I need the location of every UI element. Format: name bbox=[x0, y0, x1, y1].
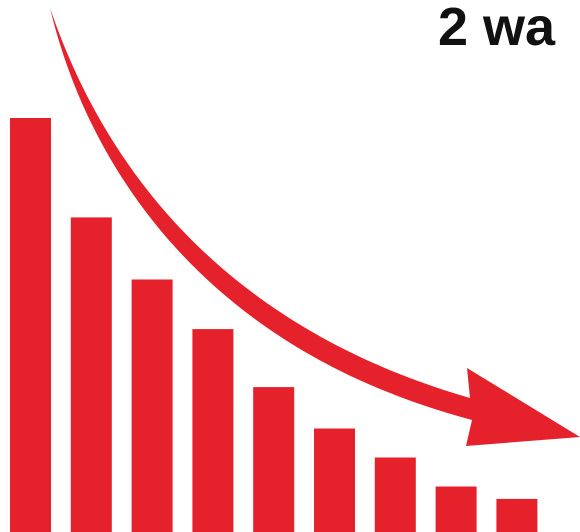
bar-7 bbox=[374, 457, 416, 532]
bar-8 bbox=[435, 486, 477, 532]
bar-6 bbox=[314, 428, 355, 532]
bars-group bbox=[10, 118, 538, 532]
bar-3 bbox=[131, 279, 173, 532]
page-title: 2 wa bbox=[438, 0, 556, 57]
bar-1 bbox=[10, 118, 51, 532]
bar-2 bbox=[70, 217, 112, 532]
trend-arrow-icon bbox=[50, 8, 580, 446]
bar-9 bbox=[496, 498, 538, 532]
bar-5 bbox=[253, 387, 295, 532]
bar-4 bbox=[192, 329, 234, 532]
